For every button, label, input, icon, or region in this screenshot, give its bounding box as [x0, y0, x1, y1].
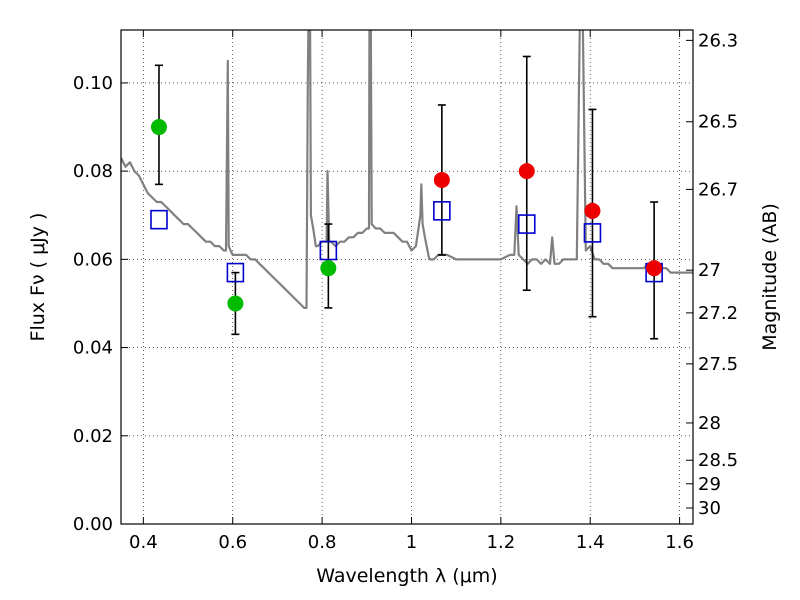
y2-tick-label: 29	[698, 474, 721, 495]
x-tick-label: 1	[406, 532, 417, 553]
y2-axis-ticks: 26.3 26.5 26.7 27 27.2 27.5 28 28.5 29 30	[686, 30, 738, 519]
spectrum-line	[121, 30, 693, 309]
x-tick-label: 0.6	[218, 532, 247, 553]
x-tick-label: 1.2	[487, 532, 516, 553]
observed-photometry-point	[646, 260, 663, 277]
y-tick-label: 0.02	[73, 426, 113, 447]
y2-axis-label: Magnitude (AB)	[759, 203, 781, 351]
y2-tick-label: 27.2	[698, 303, 738, 324]
y2-tick-label: 30	[698, 498, 721, 519]
y2-tick-label: 26.5	[698, 112, 738, 133]
model-photometry-point	[433, 201, 451, 221]
marker-layer	[150, 119, 663, 312]
y-tick-label: 0.04	[73, 338, 113, 359]
model-photometry-point	[319, 240, 338, 261]
observed-photometry-point	[433, 171, 450, 188]
x-axis-label: Wavelength λ (μm)	[316, 565, 497, 587]
y2-tick-label: 28.5	[698, 450, 738, 471]
y-tick-label: 0.00	[73, 514, 113, 535]
x-tick-label: 0.8	[308, 532, 337, 553]
observed-photometry-point	[584, 202, 601, 219]
plot-frame	[120, 29, 694, 525]
y2-tick-label: 26.7	[698, 179, 738, 200]
y2-tick-label: 27	[698, 260, 721, 281]
y2-tick-label: 28	[698, 413, 721, 434]
x-tick-label: 1.4	[576, 532, 605, 553]
model-photometry-point	[226, 262, 245, 283]
y-tick-label: 0.10	[73, 73, 113, 94]
model-photometry-point	[150, 209, 168, 230]
y2-tick-label: 26.3	[698, 30, 738, 51]
y-tick-label: 0.08	[73, 161, 113, 182]
observed-photometry-point	[518, 163, 535, 180]
y-axis-label: Flux Fν ( μJy )	[27, 213, 49, 342]
y-axis-ticks: 0.00 0.02 0.04 0.06 0.08 0.10	[73, 73, 128, 535]
observed-photometry-point	[150, 119, 167, 136]
spectrum-layer	[121, 30, 693, 309]
x-tick-label: 0.4	[129, 532, 158, 553]
observed-photometry-point	[320, 260, 337, 277]
observed-photometry-point	[227, 295, 244, 312]
model-photometry-point	[517, 214, 536, 234]
y-tick-label: 0.06	[73, 249, 113, 270]
y2-tick-label: 27.5	[698, 354, 738, 375]
x-tick-label: 1.6	[665, 532, 694, 553]
model-photometry-point	[583, 223, 602, 243]
plot-background	[121, 30, 693, 524]
x-axis-ticks: 0.4 0.6 0.8 1 1.2 1.4 1.6	[129, 30, 694, 553]
